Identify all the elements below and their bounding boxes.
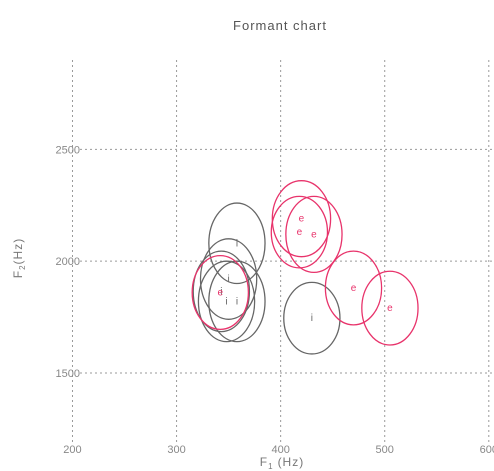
x-tick-label: 600: [480, 444, 494, 456]
formant-ellipse-i: [208, 202, 266, 285]
formant-ellipse-i: [283, 281, 341, 355]
tick-labels: 200 300 400 500 600 1500 2000 2500: [56, 144, 494, 456]
vowel-marker-i: i: [225, 296, 227, 307]
x-tick-label: 200: [63, 444, 81, 456]
formant-ellipse-e: [191, 254, 250, 331]
formant-ellipse-e: [324, 250, 383, 326]
vowel-marker-e: e: [217, 287, 223, 298]
formant-ellipse-i: [199, 238, 258, 320]
vowel-marker-i: i: [236, 296, 238, 307]
y-tick-label: 2000: [56, 256, 80, 268]
x-tick-label: 300: [167, 444, 185, 456]
vowel-marker-i: i: [227, 274, 229, 285]
grid: [71, 60, 494, 445]
y-tick-label: 2500: [56, 144, 80, 156]
vowel-marker-e: e: [299, 214, 305, 225]
vowel-marker-i: i: [311, 313, 313, 324]
vowel-marker-e: e: [387, 303, 393, 314]
chart-title: Formant chart: [233, 18, 327, 33]
vowel-marker-e: e: [297, 227, 303, 238]
y-axis-label: F2(Hz): [11, 238, 27, 278]
formant-ellipse-e: [271, 180, 332, 258]
x-tick-label: 500: [376, 444, 394, 456]
formant-ellipse-i: [192, 250, 251, 333]
y-tick-label: 1500: [56, 368, 80, 380]
vowel-marker-i: i: [220, 286, 222, 297]
vowel-marker-e: e: [311, 229, 317, 240]
x-tick-label: 400: [271, 444, 289, 456]
vowel-marker-e: e: [351, 283, 357, 294]
formant-ellipse-i: [197, 260, 256, 343]
vowel-marker-i: i: [236, 238, 238, 249]
x-axis-label: F1 (Hz): [260, 455, 304, 471]
formant-ellipse-i: [208, 260, 266, 343]
formant-ellipse-e: [285, 195, 343, 274]
formant-ellipse-e: [270, 195, 329, 269]
formant-ellipse-e: [361, 270, 419, 346]
